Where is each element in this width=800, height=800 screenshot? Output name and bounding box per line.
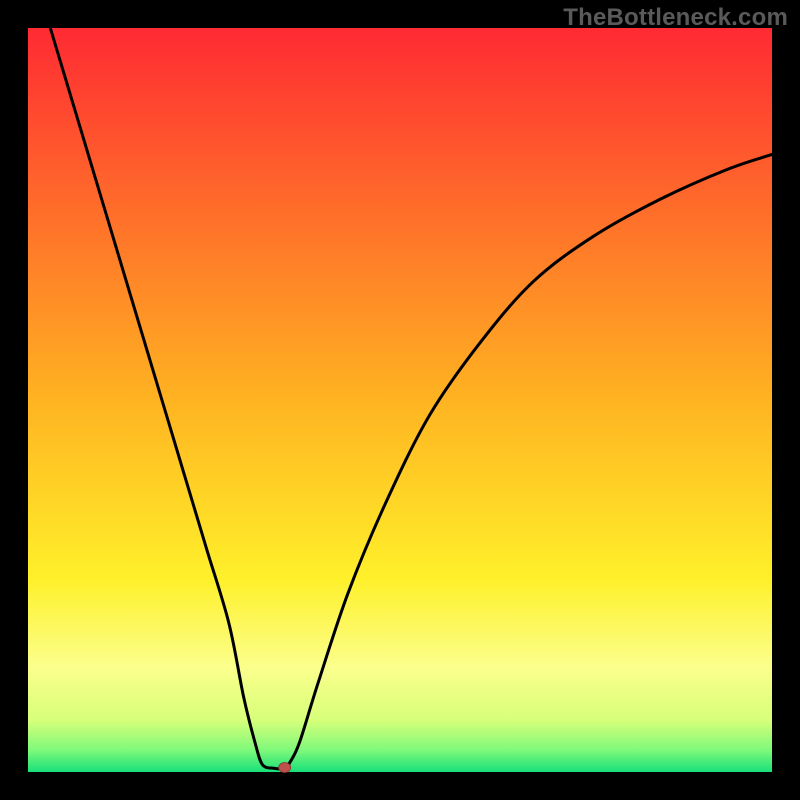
bottleneck-curve [50, 28, 772, 769]
plot-area [28, 28, 772, 772]
bottleneck-curve-svg [28, 28, 772, 772]
watermark-text: TheBottleneck.com [563, 4, 788, 32]
chart-frame: TheBottleneck.com [0, 0, 800, 800]
optimum-marker [279, 763, 291, 773]
